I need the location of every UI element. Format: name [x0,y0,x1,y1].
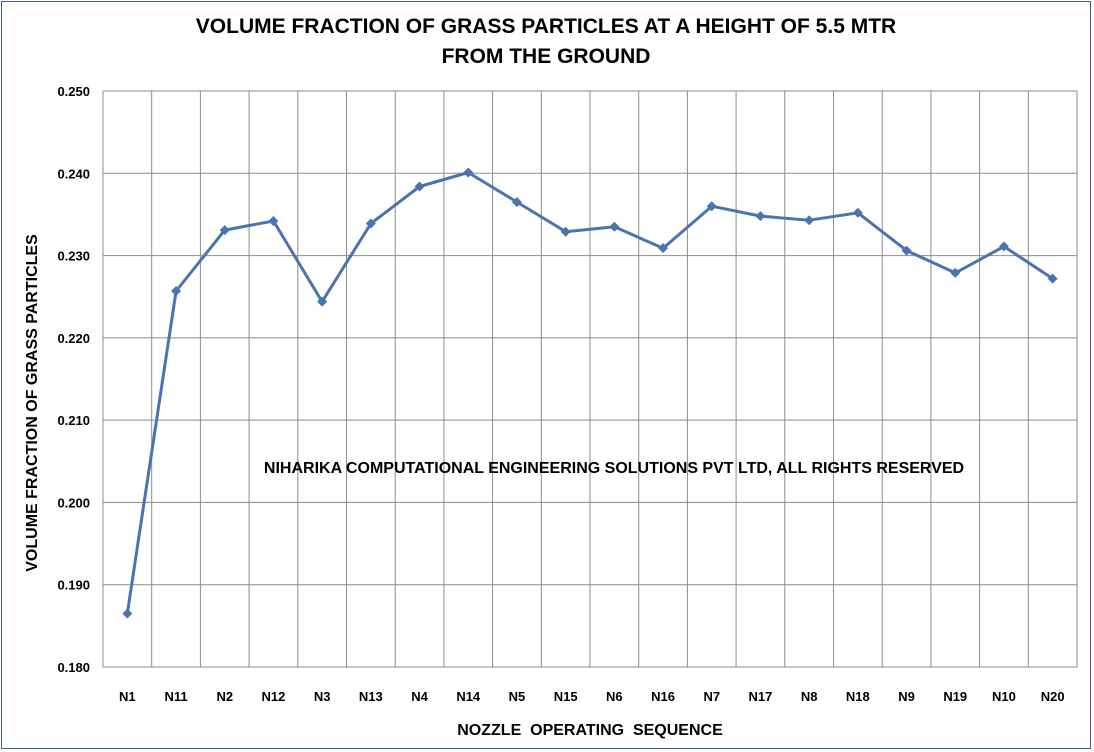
data-point-marker [463,167,474,178]
y-tick-label: 0.220 [57,331,90,346]
x-tick-label: N3 [314,689,331,704]
chart-title-line-1: VOLUME FRACTION OF GRASS PARTICLES AT A … [196,15,896,38]
x-tick-label: N10 [992,689,1016,704]
data-point-marker [511,197,522,208]
data-point-marker [998,241,1009,252]
x-tick-label: N2 [216,689,233,704]
data-point-marker [365,218,376,229]
x-tick-label: N4 [411,689,428,704]
x-tick-label: N19 [943,689,967,704]
x-tick-label: N17 [749,689,773,704]
series-line [125,171,1054,614]
x-tick-label: N9 [898,689,915,704]
data-point-marker [414,181,425,192]
grid [102,90,1078,668]
x-axis-ticks: N1 N11 N2 N12 N3 N13 N4 N14 N5 N15 N6 N16 N7 N17 N8 N18… [119,689,1065,704]
y-axis-ticks: 0.180 0.190 0.200 0.210 0.220 0.230 0.240 0.250 [57,84,90,675]
x-tick-label: N12 [262,689,286,704]
data-point-marker [122,608,133,619]
data-point-marker [219,225,230,236]
x-tick-label: N11 [164,689,187,704]
data-point-marker [317,296,328,307]
x-tick-label: N6 [606,689,623,704]
y-tick-label: 0.180 [57,660,90,675]
x-tick-label: N7 [703,689,720,704]
data-point-marker [755,211,766,222]
data-point-marker [171,285,182,296]
x-tick-label: N15 [554,689,578,704]
data-point-marker [560,226,571,237]
x-tick-label: N5 [509,689,526,704]
series-layer [122,167,1058,619]
copyright-annotation: NIHARIKA COMPUTATIONAL ENGINEERING SOLUT… [264,460,964,477]
data-point-marker [950,267,961,278]
y-tick-label: 0.190 [57,578,90,593]
y-tick-label: 0.200 [57,495,90,510]
x-axis-title: NOZZLE OPERATING SEQUENCE [457,722,723,739]
y-axis-title: VOLUME FRACTION OF GRASS PARTICLES [24,234,41,572]
data-point-marker [1047,273,1058,284]
x-tick-label: N14 [456,689,481,704]
x-tick-label: N13 [359,689,383,704]
y-tick-label: 0.230 [57,249,90,264]
y-tick-label: 0.240 [57,166,90,181]
y-tick-label: 0.210 [57,413,90,428]
x-tick-label: N16 [651,689,675,704]
data-point-marker [706,201,717,212]
chart-title-line-2: FROM THE GROUND [442,45,651,68]
x-tick-label: N1 [119,689,136,704]
data-point-marker [852,207,863,218]
y-tick-label: 0.250 [57,84,90,99]
data-point-marker [609,221,620,232]
x-tick-label: N8 [801,689,818,704]
data-point-marker [901,245,912,256]
data-point-marker [658,243,669,254]
x-tick-label: N20 [1041,689,1065,704]
data-point-marker [268,216,279,227]
data-point-marker [804,215,815,226]
x-tick-label: N18 [846,689,870,704]
